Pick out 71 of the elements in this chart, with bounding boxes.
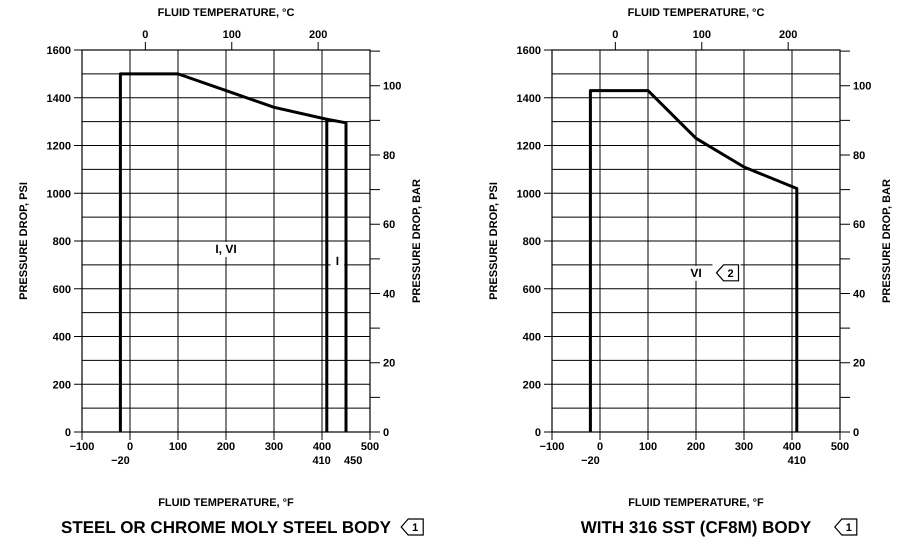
text: STEEL OR CHROME MOLY STEEL BODY bbox=[61, 518, 392, 537]
y-tick-label: 1600 bbox=[516, 45, 541, 57]
annotation: 410 bbox=[788, 455, 806, 467]
annotation: −20 bbox=[581, 455, 600, 467]
y-tick-label: 1600 bbox=[46, 45, 71, 57]
y2-axis-title: PRESSURE DROP, BAR bbox=[881, 179, 893, 303]
x-tick-label: 0 bbox=[596, 441, 604, 453]
x-tick-label: −100 bbox=[540, 441, 564, 453]
x2-tick-label: 100 bbox=[222, 29, 241, 41]
x-tick-label: 100 bbox=[168, 441, 188, 453]
y2-tick-label: 20 bbox=[383, 358, 396, 370]
y2-tick-label: 60 bbox=[383, 219, 396, 232]
y-tick-label: 1400 bbox=[516, 92, 541, 105]
note-flag-icon: 1 bbox=[834, 518, 858, 536]
y2-tick-label: 20 bbox=[853, 358, 866, 370]
annotation: 450 bbox=[344, 455, 362, 467]
y-axis-title: PRESSURE DROP, PSI bbox=[18, 182, 30, 300]
annotation: −20 bbox=[111, 455, 130, 467]
x2-tick-label: 0 bbox=[612, 29, 618, 41]
x-tick-label: −100 bbox=[70, 441, 94, 453]
y-tick-label: 1400 bbox=[46, 92, 71, 105]
annotation: I, VI bbox=[215, 242, 237, 256]
text: WITH 316 SST (CF8M) BODY bbox=[580, 518, 812, 537]
y-tick-label: 1200 bbox=[46, 140, 71, 152]
y2-tick-label: 100 bbox=[853, 80, 872, 93]
x2-axis-title: FLUID TEMPERATURE, °C bbox=[628, 7, 764, 19]
y-tick-label: 400 bbox=[522, 332, 541, 344]
annotation: 410 bbox=[312, 455, 331, 467]
y-tick-label: 0 bbox=[534, 427, 541, 439]
y2-tick-label: 40 bbox=[383, 288, 396, 300]
x-tick-label: 0 bbox=[126, 441, 134, 453]
x-tick-label: 200 bbox=[686, 441, 706, 453]
y-tick-label: 1200 bbox=[516, 140, 541, 152]
y-tick-label: 800 bbox=[522, 236, 541, 248]
x2-tick-label: 200 bbox=[778, 29, 798, 41]
x-tick-label: 400 bbox=[312, 441, 332, 453]
annotation: VI bbox=[690, 266, 702, 280]
x-tick-label: 500 bbox=[830, 441, 850, 453]
y2-tick-label: 60 bbox=[853, 219, 866, 232]
x-tick-label: 400 bbox=[782, 441, 802, 453]
x-tick-label: 300 bbox=[734, 441, 754, 453]
y2-tick-label: 0 bbox=[853, 427, 860, 439]
y2-tick-label: 100 bbox=[383, 80, 402, 93]
x-axis-title: FLUID TEMPERATURE, °F bbox=[158, 497, 294, 509]
y2-tick-label: 80 bbox=[383, 150, 396, 162]
x-axis-title: FLUID TEMPERATURE, °F bbox=[628, 497, 764, 509]
y-tick-label: 400 bbox=[52, 332, 71, 344]
x2-axis-title: FLUID TEMPERATURE, °C bbox=[158, 7, 294, 19]
x-tick-label: 200 bbox=[216, 441, 236, 453]
y2-axis-title: PRESSURE DROP, BAR bbox=[411, 179, 423, 303]
y-tick-label: 0 bbox=[64, 427, 71, 439]
y2-tick-label: 80 bbox=[853, 150, 866, 162]
x2-tick-label: 100 bbox=[692, 29, 711, 41]
x2-tick-label: 200 bbox=[308, 29, 328, 41]
x2-tick-label: 0 bbox=[142, 29, 148, 41]
x-tick-label: 500 bbox=[360, 441, 380, 453]
note-flag-icon: 1 bbox=[400, 518, 424, 536]
y-tick-label: 600 bbox=[522, 284, 541, 296]
annotation: 2 bbox=[727, 268, 734, 280]
y-tick-label: 1000 bbox=[46, 188, 71, 200]
y-tick-label: 200 bbox=[52, 379, 71, 392]
annotation: I bbox=[336, 254, 340, 268]
x-tick-label: 100 bbox=[638, 441, 658, 453]
y2-tick-label: 40 bbox=[853, 288, 866, 300]
y-axis-title: PRESSURE DROP, PSI bbox=[488, 182, 500, 300]
y-tick-label: 800 bbox=[52, 236, 71, 248]
y-tick-label: 600 bbox=[52, 284, 71, 296]
x-tick-label: 300 bbox=[264, 441, 284, 453]
y2-tick-label: 0 bbox=[383, 427, 390, 439]
y-tick-label: 1000 bbox=[516, 188, 541, 200]
y-tick-label: 200 bbox=[522, 379, 541, 392]
